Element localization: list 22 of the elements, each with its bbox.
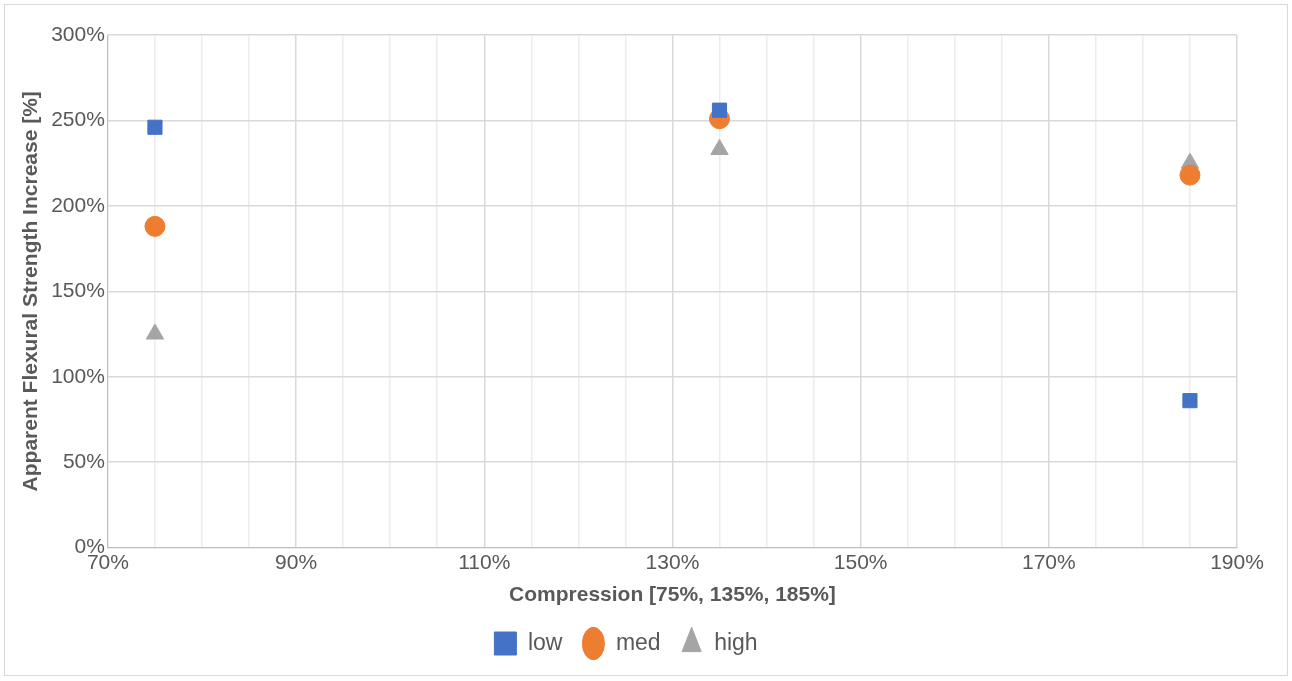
x-tick-label: 90% — [275, 550, 318, 573]
x-tick-label: 110% — [458, 550, 511, 573]
x-tick-label: 170% — [1021, 550, 1076, 573]
point — [147, 119, 163, 135]
legend-label: med — [615, 628, 661, 655]
y-tick-label: 250% — [51, 107, 105, 131]
y-tick-label: 100% — [51, 363, 105, 387]
x-axis-title: Compression [75%, 135%, 185%] — [509, 582, 836, 606]
x-tick-label: 150% — [833, 550, 888, 573]
legend-label: low — [527, 628, 563, 655]
point — [1182, 393, 1198, 409]
x-tick-label: 190% — [1210, 550, 1264, 573]
point — [144, 215, 166, 237]
y-tick-label: 300% — [51, 21, 105, 45]
y-tick-label: 50% — [62, 448, 105, 472]
point — [711, 102, 728, 118]
y-tick-label: 150% — [51, 278, 105, 302]
y-tick-label: 200% — [51, 192, 105, 216]
legend-label: high — [714, 628, 758, 655]
x-tick-label: 130% — [645, 550, 700, 573]
point — [1179, 164, 1201, 186]
y-axis-title: Apparent Flexural Strength Increase [%] — [18, 91, 42, 492]
